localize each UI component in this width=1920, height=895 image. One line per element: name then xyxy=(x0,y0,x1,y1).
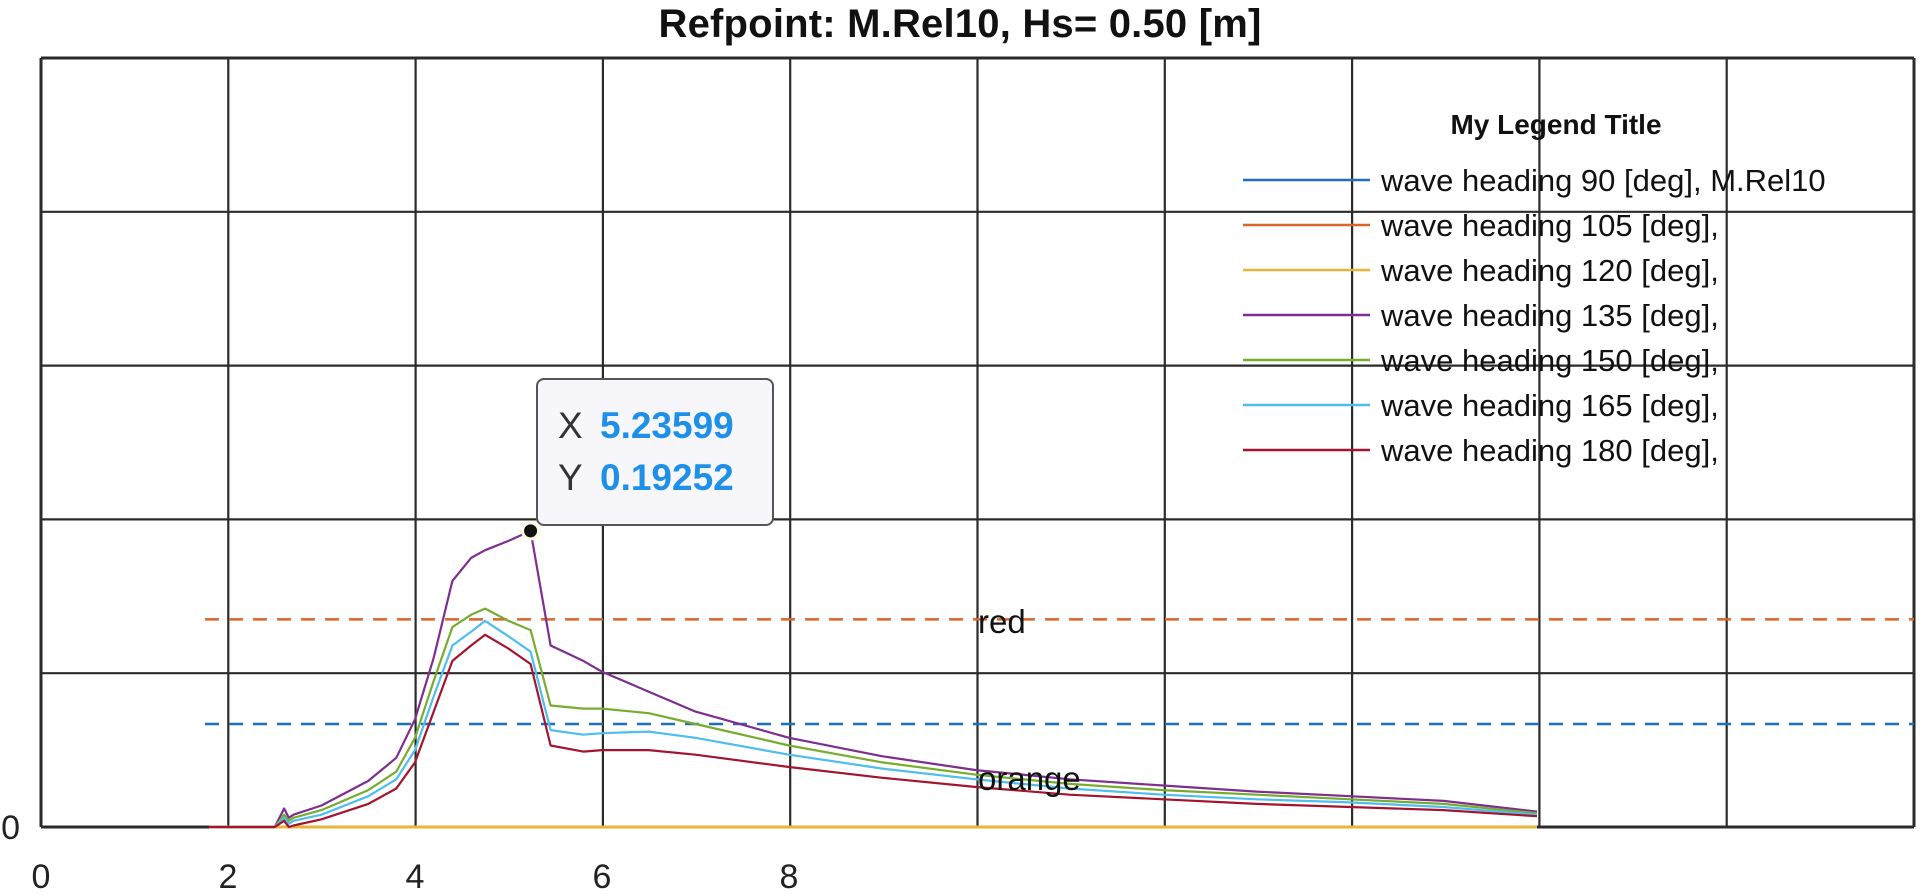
legend-title: My Legend Title xyxy=(1450,109,1661,140)
axis-ticks: 0 2 4 6 8 0 xyxy=(1,809,798,895)
x-tick-label: 8 xyxy=(780,858,799,895)
data-tip-x-label: X xyxy=(558,405,583,446)
reference-lines xyxy=(205,618,1914,726)
reference-label-orange: orange xyxy=(978,760,1081,797)
series-line xyxy=(209,607,1538,829)
series-line xyxy=(209,633,1538,829)
data-tip-x-row: X 5.23599 xyxy=(558,406,734,446)
x-tick-label: 0 xyxy=(32,858,51,895)
legend-label: wave heading 180 [deg], xyxy=(1380,433,1719,468)
grid-lines xyxy=(39,56,1916,829)
data-tip-marker[interactable] xyxy=(521,521,541,541)
series-line xyxy=(209,529,1538,829)
legend-item[interactable]: wave heading 120 [deg], xyxy=(1243,253,1719,288)
legend-item[interactable]: wave heading 90 [deg], M.Rel10 xyxy=(1243,163,1826,198)
legend-item[interactable]: wave heading 165 [deg], xyxy=(1243,388,1719,423)
x-tick-label: 2 xyxy=(219,858,238,895)
legend-label: wave heading 120 [deg], xyxy=(1380,253,1719,288)
legend-item[interactable]: wave heading 180 [deg], xyxy=(1243,433,1719,468)
legend[interactable]: My Legend Title wave heading 90 [deg], M.… xyxy=(1243,109,1826,468)
chart-title: Refpoint: M.Rel10, Hs= 0.50 [m] xyxy=(658,2,1262,46)
x-tick-label: 6 xyxy=(593,858,612,895)
data-tip-y-label: Y xyxy=(558,457,583,498)
annotations: red orange xyxy=(978,603,1081,797)
reference-label-red: red xyxy=(978,603,1026,640)
legend-item[interactable]: wave heading 105 [deg], xyxy=(1243,208,1719,243)
legend-item[interactable]: wave heading 135 [deg], xyxy=(1243,298,1719,333)
y-tick-label: 0 xyxy=(1,809,20,847)
data-tip-y-row: Y 0.19252 xyxy=(558,458,734,498)
data-tip-y-value: 0.19252 xyxy=(600,457,734,498)
legend-label: wave heading 135 [deg], xyxy=(1380,298,1719,333)
legend-label: wave heading 90 [deg], M.Rel10 xyxy=(1380,163,1826,198)
legend-label: wave heading 150 [deg], xyxy=(1380,343,1719,378)
x-tick-label: 4 xyxy=(406,858,425,895)
legend-label: wave heading 105 [deg], xyxy=(1380,208,1719,243)
data-tip[interactable]: X 5.23599 Y 0.19252 xyxy=(536,378,774,526)
legend-label: wave heading 165 [deg], xyxy=(1380,388,1719,423)
series-line xyxy=(209,619,1538,829)
data-series xyxy=(209,529,1538,829)
data-tip-x-value: 5.23599 xyxy=(600,405,734,446)
legend-item[interactable]: wave heading 150 [deg], xyxy=(1243,343,1719,378)
